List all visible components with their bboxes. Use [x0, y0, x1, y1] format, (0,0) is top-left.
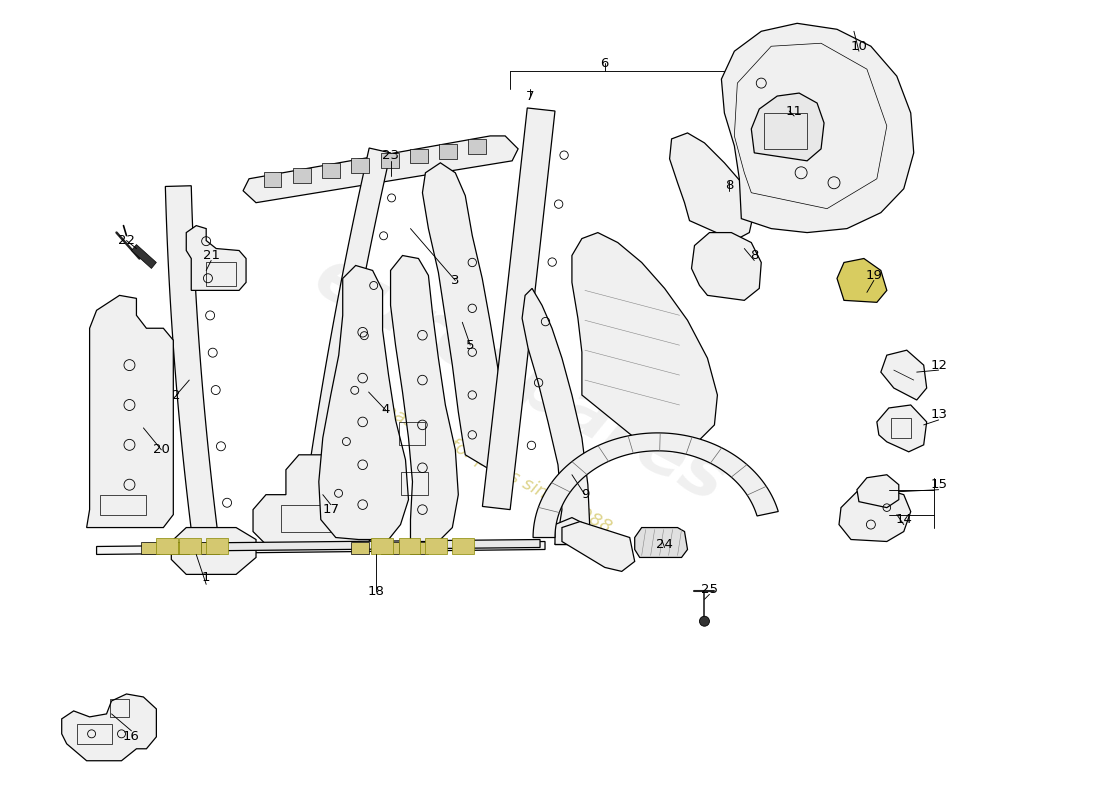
Polygon shape — [439, 144, 458, 158]
Text: 7: 7 — [526, 90, 535, 102]
Text: 22: 22 — [118, 234, 135, 247]
Polygon shape — [143, 539, 540, 551]
Polygon shape — [243, 136, 518, 202]
Polygon shape — [839, 488, 911, 542]
Text: 15: 15 — [931, 478, 947, 491]
Polygon shape — [398, 538, 420, 554]
Polygon shape — [351, 542, 369, 554]
Polygon shape — [62, 694, 156, 761]
Text: 19: 19 — [866, 269, 882, 282]
Polygon shape — [522, 288, 590, 545]
Polygon shape — [534, 433, 779, 538]
Text: 25: 25 — [701, 583, 718, 596]
Polygon shape — [381, 542, 398, 554]
Polygon shape — [132, 245, 156, 269]
Polygon shape — [483, 108, 556, 510]
Polygon shape — [410, 542, 428, 554]
Polygon shape — [319, 266, 408, 539]
Polygon shape — [426, 538, 448, 554]
Polygon shape — [635, 527, 688, 558]
Polygon shape — [293, 168, 311, 182]
Polygon shape — [556, 518, 592, 545]
Polygon shape — [97, 542, 544, 554]
Polygon shape — [572, 233, 717, 448]
Polygon shape — [165, 186, 221, 563]
Text: 24: 24 — [657, 538, 673, 551]
Polygon shape — [692, 233, 761, 300]
Polygon shape — [179, 538, 201, 554]
Text: 9: 9 — [581, 488, 590, 501]
Text: 20: 20 — [153, 443, 169, 456]
Polygon shape — [264, 173, 282, 187]
Text: 5: 5 — [466, 338, 474, 352]
Text: 17: 17 — [322, 503, 339, 516]
Polygon shape — [172, 527, 256, 574]
Polygon shape — [172, 542, 189, 554]
Polygon shape — [837, 258, 887, 302]
Text: 14: 14 — [895, 513, 912, 526]
Text: a passion for parts since 1988: a passion for parts since 1988 — [366, 393, 615, 537]
Polygon shape — [751, 93, 824, 161]
Polygon shape — [410, 149, 428, 163]
Text: 1: 1 — [202, 571, 210, 584]
Text: 8: 8 — [750, 249, 759, 262]
Circle shape — [700, 616, 710, 626]
Polygon shape — [351, 158, 370, 173]
Polygon shape — [390, 255, 459, 542]
Text: 4: 4 — [382, 403, 389, 417]
Polygon shape — [186, 226, 246, 290]
Text: 2: 2 — [172, 389, 180, 402]
Polygon shape — [371, 538, 393, 554]
Polygon shape — [422, 163, 508, 480]
Polygon shape — [299, 148, 390, 542]
Text: 18: 18 — [367, 585, 384, 598]
Text: 6: 6 — [601, 57, 609, 70]
Polygon shape — [253, 455, 378, 545]
Text: 8: 8 — [725, 179, 734, 192]
Text: 16: 16 — [123, 730, 140, 743]
Polygon shape — [156, 538, 178, 554]
Text: eurospares: eurospares — [302, 242, 738, 518]
Polygon shape — [857, 474, 899, 508]
Polygon shape — [201, 542, 219, 554]
Text: 11: 11 — [785, 105, 803, 118]
Polygon shape — [322, 163, 340, 178]
Text: 21: 21 — [202, 249, 220, 262]
Polygon shape — [670, 133, 755, 241]
Polygon shape — [142, 542, 160, 554]
Polygon shape — [722, 23, 914, 233]
Polygon shape — [381, 154, 398, 168]
Polygon shape — [206, 538, 228, 554]
Text: 13: 13 — [931, 409, 947, 422]
Text: 23: 23 — [382, 150, 399, 162]
Polygon shape — [877, 405, 926, 452]
Text: 12: 12 — [931, 358, 947, 372]
Text: 10: 10 — [850, 40, 868, 53]
Polygon shape — [452, 538, 474, 554]
Polygon shape — [562, 522, 635, 571]
Polygon shape — [87, 295, 174, 527]
Polygon shape — [881, 350, 926, 400]
Text: 3: 3 — [451, 274, 460, 287]
Polygon shape — [469, 139, 486, 154]
